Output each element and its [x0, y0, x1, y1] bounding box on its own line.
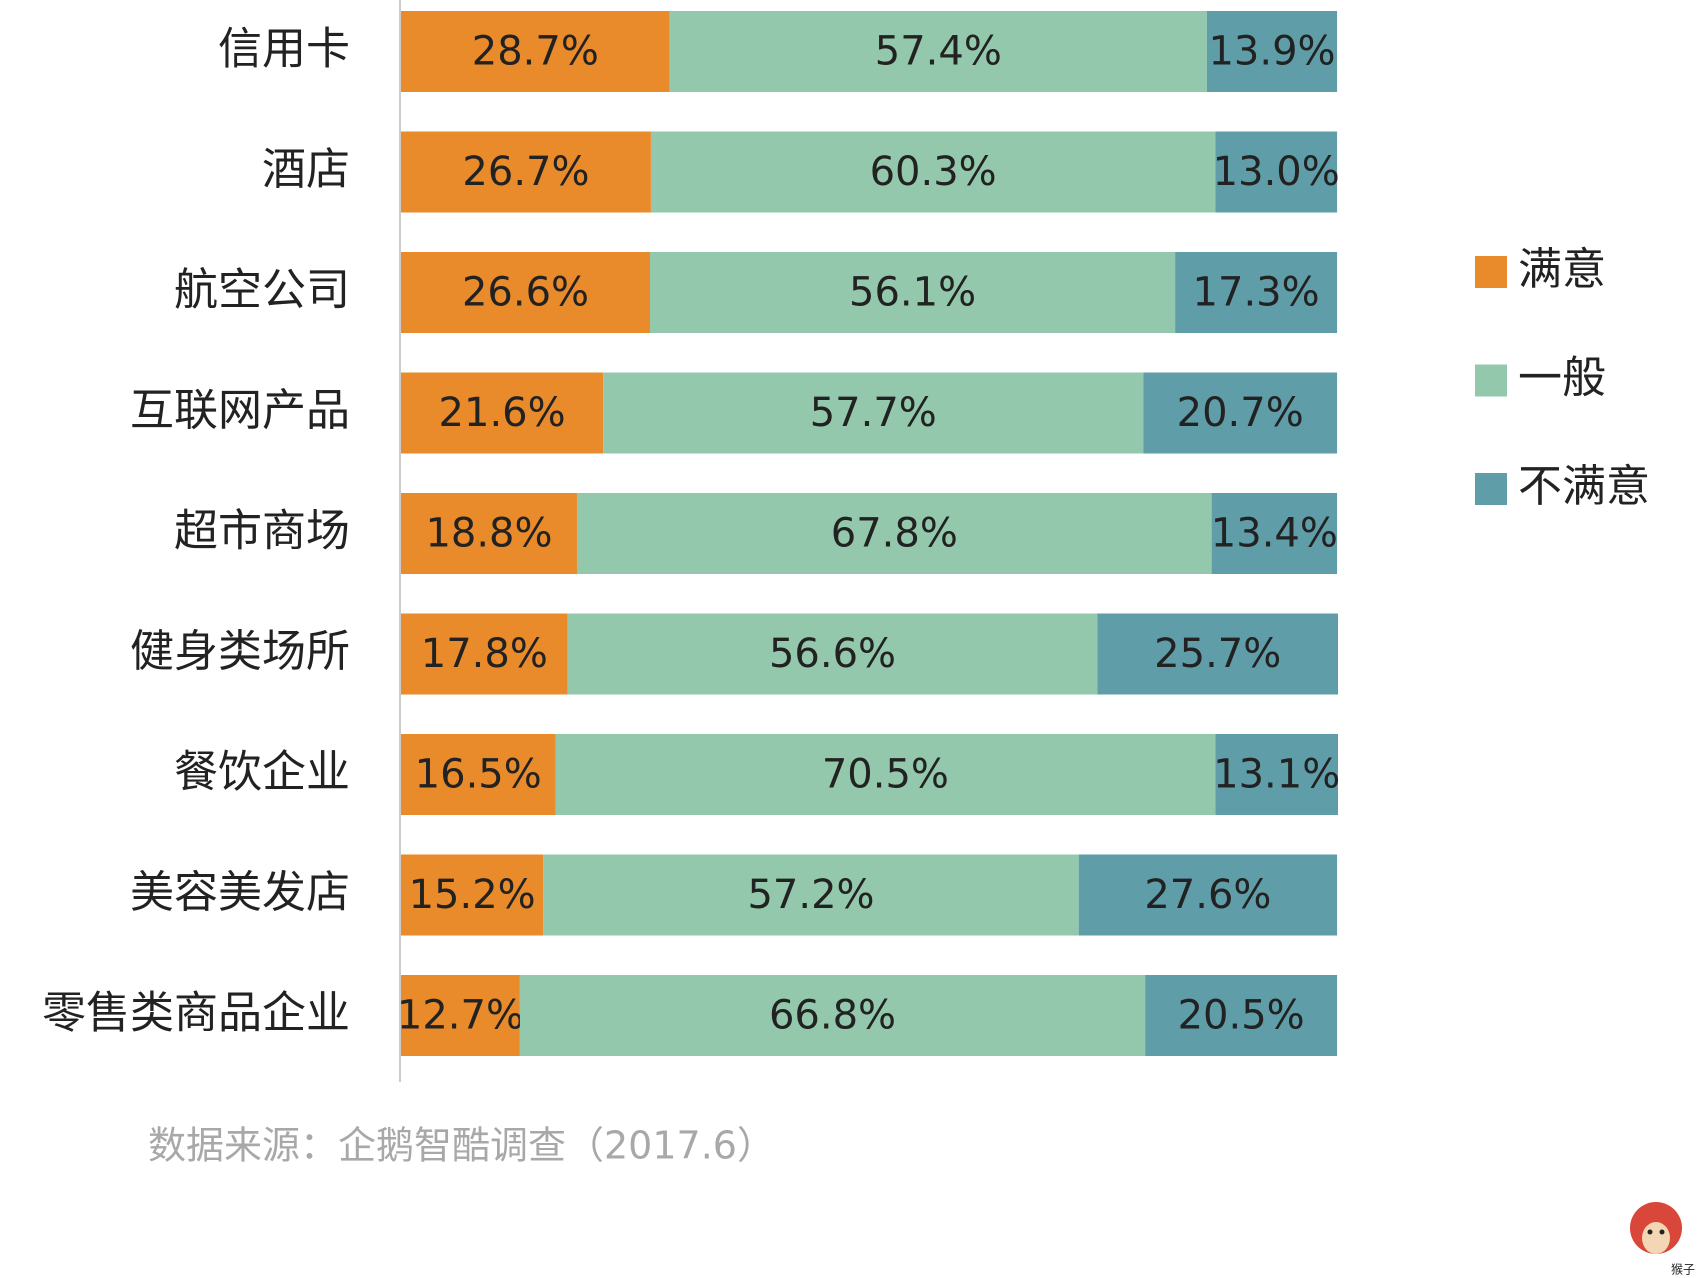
data-label: 26.6%: [462, 270, 589, 316]
legend-label: 不满意: [1518, 461, 1650, 512]
bar-segment: [555, 734, 1216, 815]
legend-swatch: [1475, 473, 1507, 505]
y-tick-label: 信用卡: [218, 24, 350, 75]
bar-segment: [401, 975, 520, 1056]
data-label: 25.7%: [1154, 631, 1281, 677]
y-tick-label: 餐饮企业: [174, 747, 350, 798]
data-label: 57.7%: [810, 390, 937, 436]
data-label: 13.4%: [1211, 511, 1338, 557]
data-label: 28.7%: [472, 29, 599, 75]
y-tick-label: 零售类商品企业: [42, 988, 350, 1039]
bar-segment: [1078, 854, 1338, 936]
bar-segment: [1206, 11, 1338, 92]
y-tick-label: 美容美发店: [130, 867, 350, 918]
source-note: 数据来源：企鹅智酷调查（2017.6）: [148, 1124, 775, 1168]
y-tick-label: 航空公司: [174, 265, 350, 316]
bar-segment: [669, 11, 1207, 92]
bar-segment: [1215, 131, 1338, 213]
data-label: 13.9%: [1208, 29, 1335, 75]
data-label: 12.7%: [397, 993, 524, 1039]
bar-segment: [1175, 252, 1338, 333]
data-label: 15.2%: [409, 872, 536, 918]
data-label: 70.5%: [822, 752, 949, 798]
data-label: 17.3%: [1193, 270, 1320, 316]
bar-segment: [603, 372, 1144, 454]
data-label: 60.3%: [870, 149, 997, 195]
watermark-text: 猴子: [1671, 1263, 1695, 1277]
bar-segment: [401, 493, 577, 574]
data-label: 26.7%: [462, 149, 589, 195]
bar-segment: [401, 131, 651, 213]
data-label: 67.8%: [831, 511, 958, 557]
bar-segment: [1097, 613, 1338, 695]
watermark-logo: [1630, 1202, 1682, 1254]
bar-segment: [567, 613, 1098, 695]
bar-segment: [519, 975, 1146, 1056]
bar-segment: [401, 854, 544, 936]
bar-segment: [1145, 975, 1338, 1056]
y-tick-label: 互联网产品: [130, 385, 350, 436]
data-label: 17.8%: [421, 631, 548, 677]
bar-segment: [401, 11, 670, 92]
bar-segment: [401, 252, 650, 333]
data-label: 27.6%: [1144, 872, 1271, 918]
bar-segment: [401, 613, 568, 695]
data-label: 66.8%: [769, 993, 896, 1039]
data-label: 56.6%: [769, 631, 896, 677]
bar-segment: [1211, 493, 1338, 574]
data-label: 13.0%: [1213, 149, 1340, 195]
bar-segment: [650, 131, 1216, 213]
bar-segment: [543, 854, 1079, 936]
data-label: 20.7%: [1177, 390, 1304, 436]
data-label: 57.4%: [875, 29, 1002, 75]
bar-segment: [1215, 734, 1338, 815]
bar-segment: [401, 734, 556, 815]
data-label: 56.1%: [849, 270, 976, 316]
data-label: 13.1%: [1213, 752, 1340, 798]
bar-segment: [401, 372, 604, 454]
bar-segment: [1143, 372, 1338, 454]
data-label: 57.2%: [747, 872, 874, 918]
data-label: 16.5%: [415, 752, 542, 798]
y-tick-label: 超市商场: [174, 506, 350, 557]
bar-segment: [576, 493, 1212, 574]
y-tick-label: 健身类场所: [130, 626, 350, 677]
legend-swatch: [1475, 364, 1507, 397]
y-tick-label: 酒店: [262, 144, 350, 195]
legend-swatch: [1475, 256, 1507, 288]
data-label: 21.6%: [439, 390, 566, 436]
data-label: 18.8%: [425, 511, 552, 557]
data-label: 20.5%: [1178, 993, 1305, 1039]
legend-label: 一般: [1518, 353, 1606, 404]
legend-label: 满意: [1518, 244, 1606, 295]
bar-segment: [649, 252, 1176, 333]
